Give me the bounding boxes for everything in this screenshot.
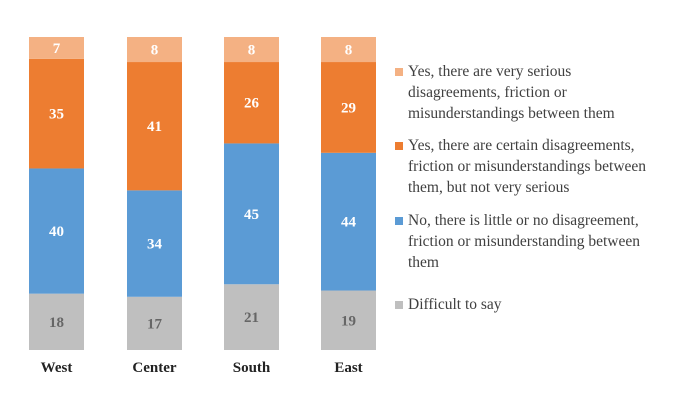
legend-swatch-2: [395, 142, 403, 150]
legend-swatch-1: [395, 217, 403, 225]
legend-swatch-3: [395, 68, 403, 76]
bar-east-series-1: [321, 152, 376, 291]
bar-center-series-0: [127, 296, 182, 350]
data-label-west-series-2: 35: [49, 107, 64, 123]
category-label-center: Center: [132, 360, 176, 376]
category-label-west: West: [41, 360, 73, 376]
legend-label-3-line-1: disagreements, friction or: [408, 84, 568, 101]
bar-west-series-3: [29, 37, 84, 59]
legend-label-2-line-1: friction or misunderstandings between: [408, 158, 646, 175]
legend-label-0-line-0: Difficult to say: [408, 296, 502, 313]
data-label-center-series-2: 41: [147, 119, 162, 135]
category-labels: West Center South East: [41, 360, 363, 376]
legend-label-2-line-2: them, but not very serious: [408, 179, 569, 196]
data-label-east-series-0: 19: [341, 313, 356, 329]
bar-east-series-3: [321, 37, 376, 63]
data-label-south-series-1: 45: [244, 207, 259, 223]
category-label-south: South: [233, 360, 271, 376]
bar-west-series-1: [29, 168, 84, 294]
data-label-west-series-3: 7: [53, 41, 61, 57]
legend-label-3-line-2: misunderstandings between them: [408, 105, 615, 122]
legend: Yes, there are very serious disagreements…: [395, 63, 646, 313]
data-label-south-series-0: 21: [244, 310, 259, 326]
data-label-south-series-2: 26: [244, 96, 260, 112]
legend-label-3-line-0: Yes, there are very serious: [408, 63, 571, 80]
bar-west-series-0: [29, 293, 84, 350]
bars-group: 18 40 35 7 17 34 41 8 21 45 26 8 19 44 29 8: [29, 37, 376, 350]
data-label-east-series-3: 8: [345, 43, 353, 59]
data-label-center-series-1: 34: [147, 237, 163, 253]
category-label-east: East: [334, 360, 362, 376]
legend-label-2-line-0: Yes, there are certain disagreements,: [408, 137, 635, 154]
legend-label-1-line-1: friction or misunderstanding between: [408, 233, 640, 250]
legend-label-1-line-0: No, there is little or no disagreement,: [408, 212, 639, 229]
bar-south-series-2: [224, 62, 279, 144]
data-label-east-series-2: 29: [341, 100, 356, 116]
bar-center-series-2: [127, 62, 182, 191]
data-label-center-series-0: 17: [147, 316, 163, 332]
data-label-west-series-1: 40: [49, 224, 64, 240]
data-label-center-series-3: 8: [151, 43, 159, 59]
bar-west-series-2: [29, 58, 84, 169]
data-label-east-series-1: 44: [341, 215, 357, 231]
data-label-west-series-0: 18: [49, 315, 64, 331]
bar-east-series-0: [321, 290, 376, 350]
bar-south-series-0: [224, 284, 279, 350]
bar-east-series-2: [321, 62, 376, 153]
bar-south-series-1: [224, 143, 279, 285]
bar-south-series-3: [224, 37, 279, 63]
data-label-south-series-3: 8: [248, 43, 256, 59]
legend-swatch-0: [395, 301, 403, 309]
legend-label-1-line-2: them: [408, 254, 439, 271]
bar-center-series-1: [127, 190, 182, 297]
bar-center-series-3: [127, 37, 182, 63]
